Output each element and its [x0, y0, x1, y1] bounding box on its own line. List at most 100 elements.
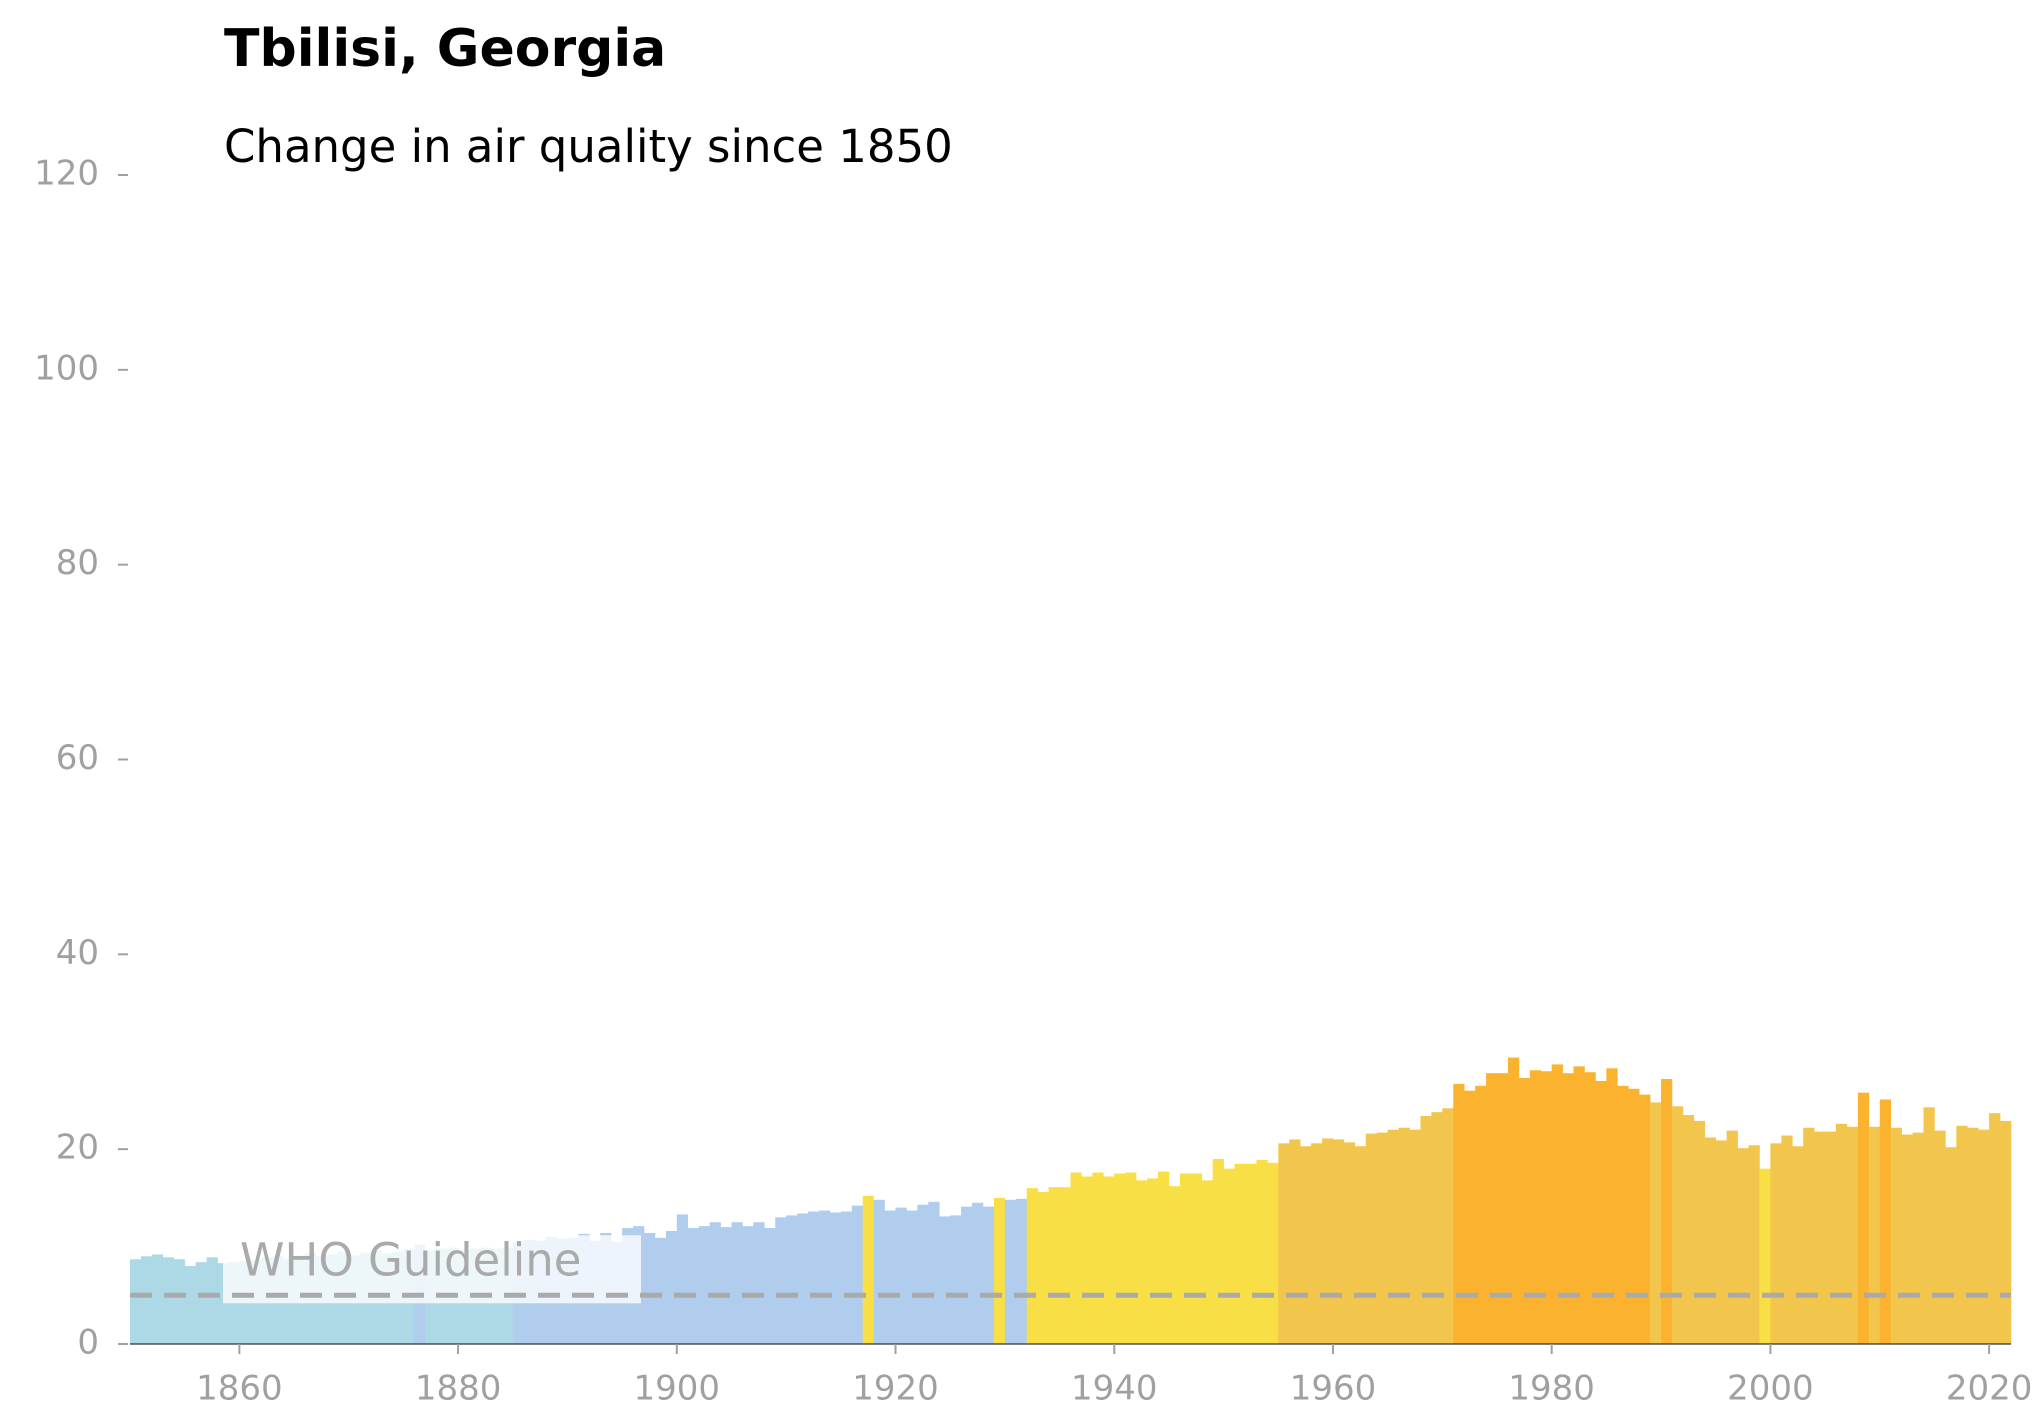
bar: [676, 1214, 689, 1344]
bar: [1671, 1106, 1684, 1344]
bar: [818, 1210, 831, 1344]
y-tick-label: 100: [34, 348, 99, 388]
bar: [1595, 1080, 1607, 1344]
bar: [1289, 1139, 1301, 1344]
bar: [1343, 1142, 1356, 1344]
x-tick-label: 1940: [1071, 1369, 1158, 1409]
bar: [917, 1204, 929, 1344]
chart-title: Tbilisi, Georgia: [224, 19, 666, 79]
bar: [1322, 1138, 1334, 1344]
bar: [1015, 1198, 1028, 1344]
bar: [1092, 1172, 1104, 1344]
bar: [206, 1257, 218, 1344]
bar: [993, 1197, 1006, 1344]
bar: [1464, 1090, 1476, 1344]
bar: [1814, 1131, 1826, 1344]
bar: [1431, 1112, 1443, 1344]
bar: [720, 1227, 732, 1344]
bar: [1256, 1159, 1268, 1344]
bar: [1442, 1108, 1454, 1344]
bar: [1157, 1171, 1170, 1344]
bar: [1693, 1120, 1706, 1344]
bar: [1059, 1187, 1071, 1344]
bar: [1420, 1116, 1432, 1344]
bar: [1836, 1123, 1848, 1344]
x-tick-label: 1920: [852, 1369, 939, 1409]
bar: [1387, 1129, 1399, 1344]
bar: [1661, 1079, 1673, 1344]
x-tick-label: 1880: [415, 1369, 502, 1409]
bar: [1409, 1129, 1421, 1344]
bar: [2000, 1120, 2012, 1344]
bar: [1004, 1199, 1017, 1344]
guideline-label-box: [223, 1235, 641, 1304]
bar: [1125, 1172, 1137, 1344]
bar: [1704, 1137, 1717, 1344]
bar: [1606, 1068, 1618, 1344]
y-tick-label: 20: [56, 1128, 99, 1168]
bar: [1857, 1092, 1870, 1344]
bar: [1846, 1126, 1859, 1344]
bar: [1934, 1130, 1946, 1344]
bar: [1201, 1180, 1213, 1344]
bar: [709, 1222, 721, 1344]
bar: [1748, 1145, 1760, 1344]
bar: [1770, 1143, 1782, 1344]
bar: [731, 1222, 743, 1344]
y-tick-label: 0: [77, 1323, 99, 1363]
bar: [1792, 1146, 1804, 1344]
bar: [884, 1210, 896, 1344]
bar: [1584, 1072, 1596, 1344]
bar: [1497, 1073, 1509, 1344]
bar: [1245, 1163, 1257, 1344]
bar: [1737, 1148, 1749, 1344]
x-tick-label: 1960: [1290, 1369, 1377, 1409]
x-tick-label: 1900: [634, 1369, 721, 1409]
bar: [1529, 1070, 1542, 1344]
bar: [1365, 1133, 1378, 1344]
bar: [983, 1206, 995, 1344]
bar: [862, 1195, 874, 1344]
bar: [1715, 1140, 1727, 1344]
bar: [1048, 1187, 1060, 1344]
bar: [1759, 1168, 1771, 1344]
bar: [1682, 1115, 1695, 1344]
bar: [1879, 1099, 1892, 1344]
bar: [1967, 1127, 1979, 1344]
bar: [1212, 1158, 1224, 1344]
bar: [1825, 1131, 1837, 1344]
bar: [162, 1257, 175, 1344]
x-tick-label: 2000: [1727, 1369, 1814, 1409]
bar: [1179, 1173, 1192, 1344]
bar: [698, 1226, 710, 1344]
bar: [1551, 1064, 1563, 1344]
bar: [961, 1206, 973, 1344]
bar: [928, 1201, 940, 1344]
bar: [1573, 1066, 1585, 1344]
bar: [1168, 1186, 1181, 1344]
y-tick-label: 40: [56, 933, 99, 973]
bar: [151, 1254, 164, 1344]
bar: [808, 1211, 820, 1344]
bar: [950, 1215, 962, 1344]
bar: [1486, 1073, 1498, 1344]
y-tick-label: 120: [34, 154, 99, 194]
bar: [1912, 1132, 1924, 1344]
bar: [1267, 1162, 1279, 1344]
bar: [797, 1213, 809, 1344]
bar: [829, 1212, 842, 1344]
bar: [1234, 1163, 1246, 1344]
bar: [217, 1263, 229, 1344]
bar: [1978, 1129, 1990, 1344]
x-tick-label: 1980: [1508, 1369, 1595, 1409]
bar: [1376, 1132, 1388, 1344]
x-tick-label: 1860: [196, 1369, 283, 1409]
bar: [1190, 1173, 1203, 1344]
y-tick-label: 80: [56, 543, 99, 583]
bar: [1223, 1168, 1235, 1344]
bar: [1147, 1178, 1159, 1344]
bar: [1507, 1057, 1520, 1344]
bar: [1026, 1188, 1038, 1344]
bar: [173, 1259, 185, 1344]
bar: [184, 1266, 196, 1344]
